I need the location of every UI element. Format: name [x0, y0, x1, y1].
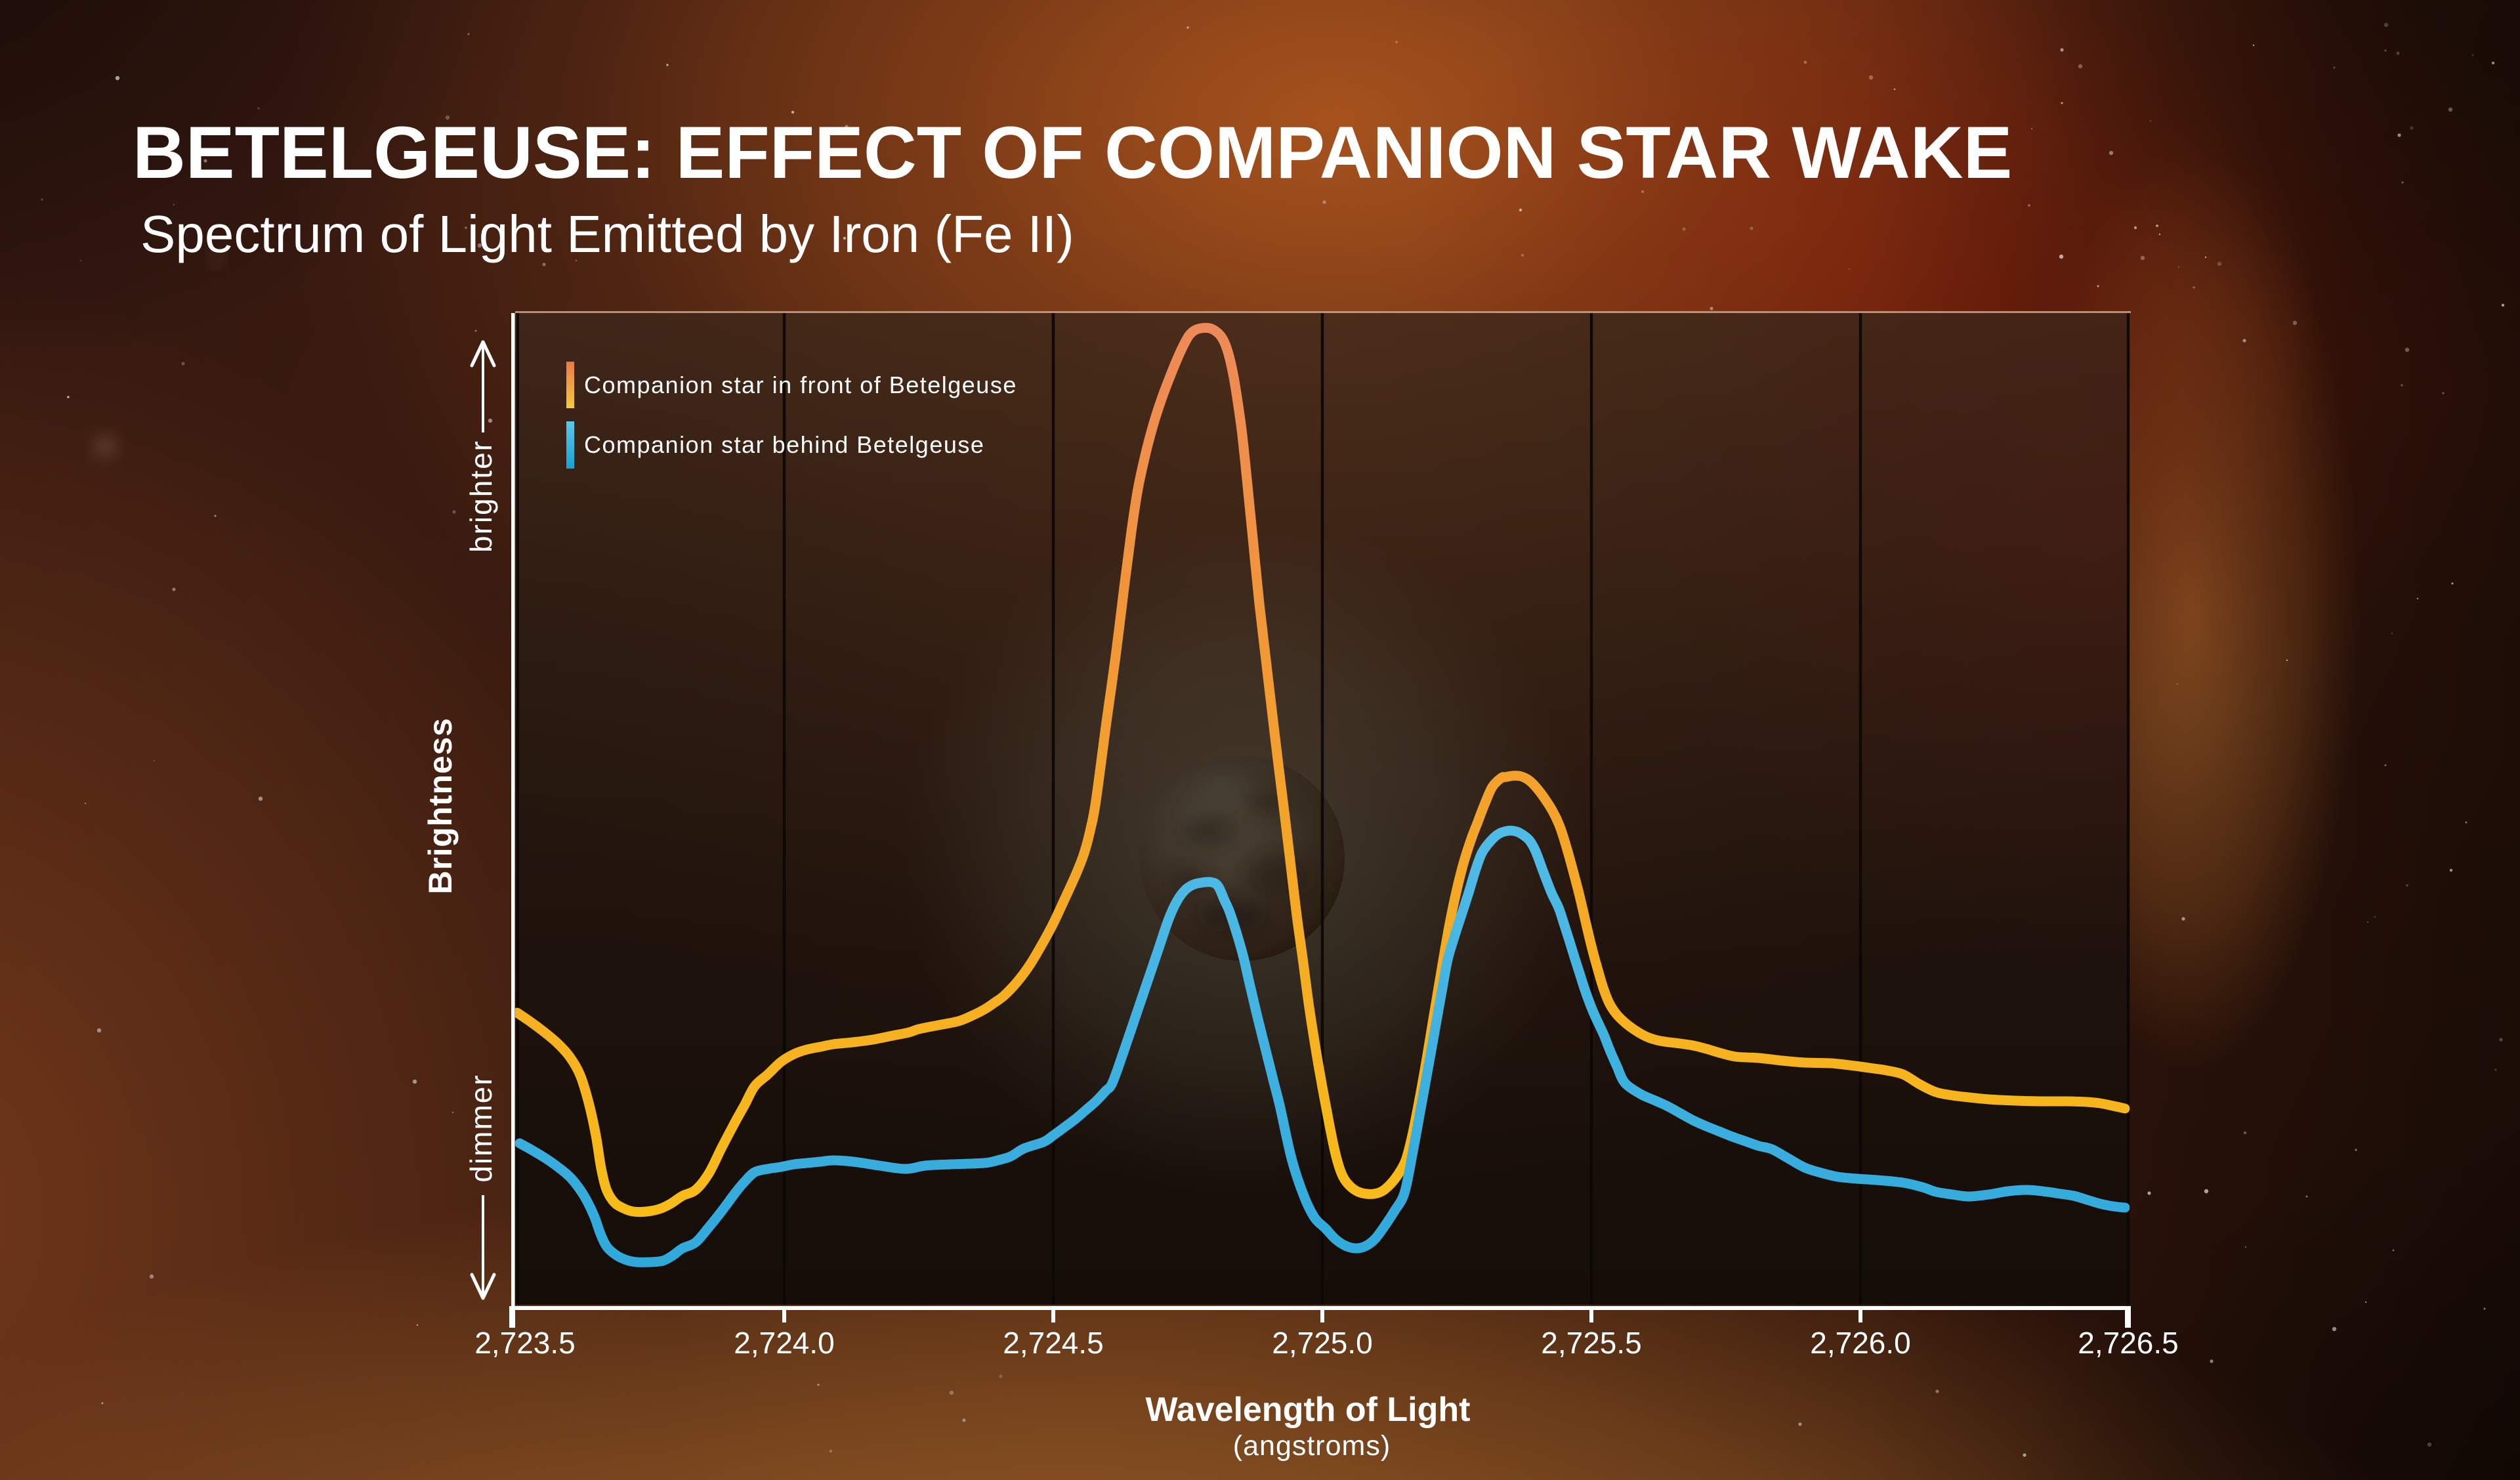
- svg-text:2,725.0: 2,725.0: [1272, 1326, 1372, 1360]
- svg-text:(angstroms): (angstroms): [1233, 1430, 1391, 1462]
- svg-text:dimmer: dimmer: [464, 1074, 498, 1182]
- svg-text:Companion star in front of Bet: Companion star in front of Betelgeuse: [584, 371, 1017, 398]
- svg-text:2,724.5: 2,724.5: [1003, 1326, 1103, 1360]
- svg-text:2,723.5: 2,723.5: [474, 1326, 575, 1360]
- svg-text:2,726.5: 2,726.5: [2078, 1326, 2178, 1360]
- svg-text:Spectrum of Light Emitted by I: Spectrum of Light Emitted by Iron (Fe II…: [140, 205, 1074, 263]
- svg-text:2,724.0: 2,724.0: [734, 1326, 834, 1360]
- svg-text:BETELGEUSE: EFFECT OF COMPANIO: BETELGEUSE: EFFECT OF COMPANION STAR WAK…: [133, 112, 2012, 194]
- svg-text:brighter: brighter: [464, 440, 498, 553]
- svg-text:Companion star behind Betelgeu: Companion star behind Betelgeuse: [584, 431, 984, 458]
- svg-text:Wavelength of Light: Wavelength of Light: [1146, 1391, 1471, 1429]
- svg-text:2,725.5: 2,725.5: [1541, 1326, 1641, 1360]
- svg-text:Brightness: Brightness: [422, 717, 459, 894]
- svg-text:2,726.0: 2,726.0: [1810, 1326, 1910, 1360]
